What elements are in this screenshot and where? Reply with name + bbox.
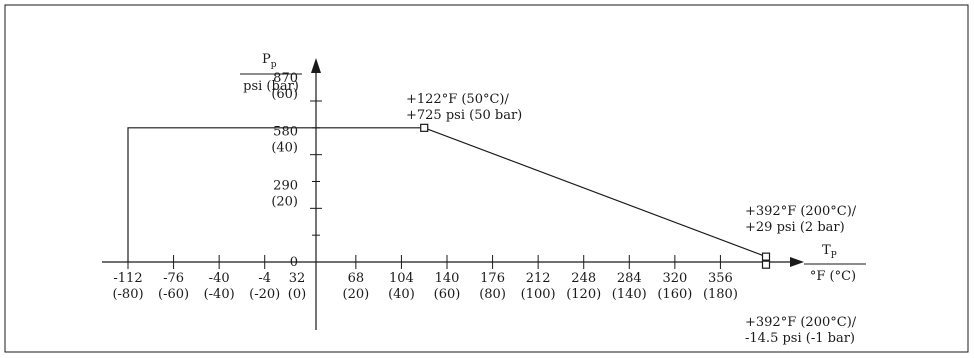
x-tick-label-celsius: (120) [566,287,601,302]
x-axis-unit: °F (°C) [810,269,856,284]
x-tick-label: 320 [662,271,687,286]
y-tick-label: 580 [273,125,298,140]
x-tick-label: -76 [163,271,184,286]
x-tick-label: -112 [113,271,142,286]
data-point-marker [420,123,429,132]
y-tick-label: 0 [290,255,298,270]
x-axis-title: TP [822,243,837,261]
annotation-max-temp-line2: +725 psi (50 bar) [406,108,522,123]
x-tick-label: -4 [258,271,271,286]
x-tick-label: 32 [289,271,306,286]
markers-group [420,123,771,269]
annotation-high-temp-line1: +392°F (200°C)/ [745,204,857,219]
x-tick-label-celsius: (0) [288,287,306,302]
y-ticks-group: 0 290(20) 580(40) 870(60) [271,71,322,270]
pressure-limit-curve [127,127,767,262]
annotation-max-temp-line1: +122°F (50°C)/ [406,92,509,107]
annotation-high-temp-line2: +29 psi (2 bar) [745,220,845,235]
y-tick-label-bar: (20) [271,194,298,209]
x-tick-label: 212 [526,271,551,286]
y-tick-label-bar: (40) [271,141,298,156]
y-axis-arrow [311,58,321,73]
x-tick-label-celsius: (-80) [112,287,143,302]
y-axis-unit: psi (bar) [243,79,299,94]
x-tick-label: 140 [435,271,460,286]
x-tick-label-celsius: (180) [703,287,738,302]
x-tick-label: 248 [571,271,596,286]
x-ticks-group: -112(-80)-76(-60)-40(-40)-4(-20)32(0)68(… [112,255,738,302]
x-tick-label-celsius: (-20) [249,287,280,302]
x-tick-label-celsius: (80) [479,287,506,302]
series-group [127,127,767,265]
y-tick-label: 290 [273,178,298,193]
x-tick-label: 356 [708,271,733,286]
data-point-marker [761,260,771,269]
x-tick-label: -40 [209,271,230,286]
annotation-vacuum-line2: -14.5 psi (-1 bar) [745,331,855,346]
x-axis-arrow [790,257,804,267]
x-tick-label-celsius: (60) [434,287,461,302]
x-tick-label-celsius: (-60) [158,287,189,302]
x-tick-label-celsius: (40) [388,287,415,302]
y-tick-label-bar: (60) [271,87,298,102]
y-tick-label: 870 [273,71,298,86]
annotation-vacuum-line1: +392°F (200°C)/ [745,315,857,330]
x-tick-label-celsius: (20) [343,287,370,302]
x-tick-label-celsius: (100) [521,287,556,302]
x-tick-label: 176 [480,271,505,286]
x-tick-label-celsius: (140) [612,287,647,302]
x-tick-label-celsius: (160) [657,287,692,302]
x-tick-label: 284 [617,271,642,286]
x-tick-label: 104 [389,271,414,286]
figure-border [4,4,969,353]
data-point-marker [761,252,771,261]
y-axis-title: Pp [262,52,277,70]
x-tick-label: 68 [348,271,365,286]
x-tick-label-celsius: (-40) [204,287,235,302]
